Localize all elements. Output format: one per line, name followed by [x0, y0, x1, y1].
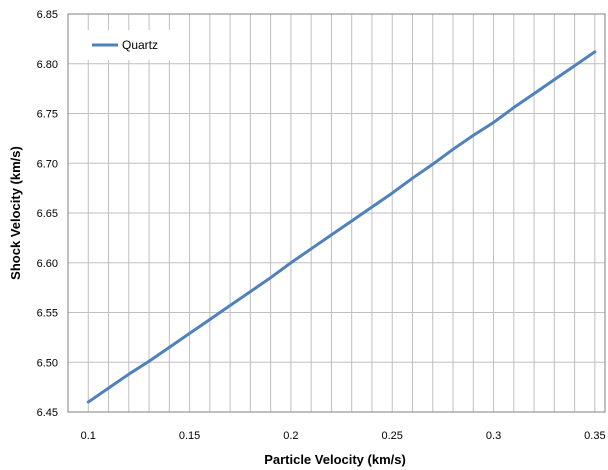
x-tick-label-3: 0.25 — [382, 430, 403, 442]
y-tick-label-7: 6.80 — [37, 59, 58, 71]
y-tick-label-6: 6.75 — [37, 109, 58, 121]
y-tick-label-8: 6.85 — [37, 9, 58, 21]
legend-label-quartz: Quartz — [122, 38, 158, 52]
series-line-quartz — [86, 50, 597, 404]
x-tick-label-0: 0.1 — [81, 430, 96, 442]
x-axis-title: Particle Velocity (km/s) — [264, 452, 406, 467]
y-axis-title: Shock Velocity (km/s) — [8, 146, 23, 280]
y-tick-label-2: 6.55 — [37, 308, 58, 320]
y-tick-label-5: 6.70 — [37, 158, 58, 170]
y-tick-label-1: 6.50 — [37, 357, 58, 369]
x-axis-ticks: 0.1 0.15 0.2 0.25 0.3 0.35 — [81, 430, 606, 442]
y-tick-label-3: 6.60 — [37, 258, 58, 270]
y-tick-label-4: 6.65 — [37, 208, 58, 220]
plot-area — [67, 13, 606, 413]
x-tick-label-1: 0.15 — [179, 430, 200, 442]
legend: Quartz — [80, 30, 180, 60]
y-axis-ticks: 6.45 6.50 6.55 6.60 6.65 6.70 6.75 6.80 6.85 — [37, 9, 58, 419]
series-layer — [86, 50, 597, 404]
x-tick-label-2: 0.2 — [283, 430, 298, 442]
x-tick-label-5: 0.35 — [584, 430, 605, 442]
y-tick-label-0: 6.45 — [37, 407, 58, 419]
x-tick-label-4: 0.3 — [486, 430, 501, 442]
